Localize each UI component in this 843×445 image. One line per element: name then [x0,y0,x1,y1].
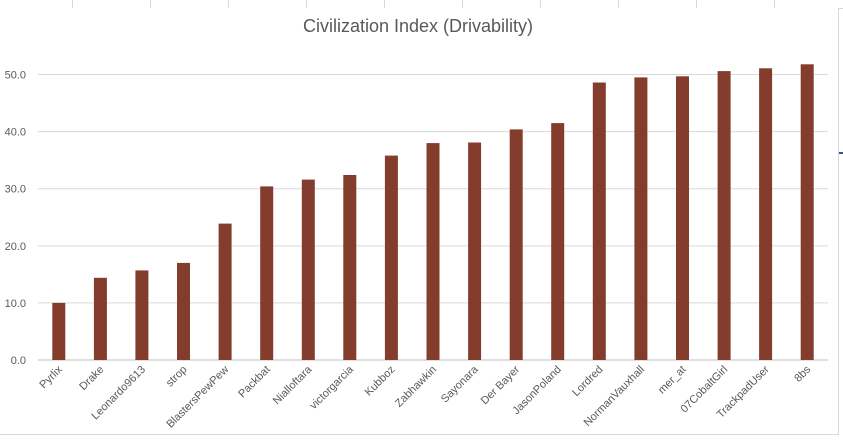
x-tick-label: Sayonara [439,363,481,405]
bar [717,71,731,360]
selection-edge-mark [839,152,843,154]
x-tick-label: strop [164,364,190,390]
y-tick-label: 0.0 [11,355,26,367]
y-tick-label: 50.0 [5,70,26,82]
x-tick-label: Nialloftara [271,363,315,407]
chart-area[interactable]: Civilization Index (Drivability) 0.0 10.0… [0,8,839,435]
bar [93,277,107,360]
bar [634,77,648,361]
x-tick-label: Kubboz [363,364,398,399]
bar [384,155,398,360]
bar [177,262,190,360]
y-axis-ticks: 0.0 10.0 20.0 30.0 40.0 50.0 [5,70,26,367]
y-tick-label: 20.0 [5,241,26,253]
bar [301,179,315,360]
bar [218,223,232,360]
x-tick-label: 8bs [792,363,813,384]
x-tick-label: victorgarcia [308,363,357,412]
x-tick-label: Lordred [570,364,605,399]
bar [551,123,565,360]
bar [468,142,482,360]
x-tick-label: mer_at [656,364,689,397]
y-tick-label: 30.0 [5,184,26,196]
bar [592,82,606,360]
y-tick-label: 10.0 [5,298,26,310]
bar [426,143,440,360]
x-tick-label: Drake [77,364,106,393]
x-tick-label: Der Bayer [479,363,523,407]
x-tick-label: Pyrlix [37,363,65,391]
x-tick-label: Packbat [236,364,273,401]
bar [343,175,357,360]
bar-chart: Civilization Index (Drivability) 0.0 10.0… [5,16,828,430]
bar [509,129,523,360]
bar [759,68,773,361]
bar [676,76,689,361]
bar [52,302,66,360]
x-tick-label: Zabhawkin [393,364,439,410]
bars [52,64,814,361]
y-tick-label: 40.0 [5,127,26,139]
bar [260,186,274,360]
bar [135,270,149,360]
chart-title: Civilization Index (Drivability) [303,16,533,36]
bar [800,64,814,361]
